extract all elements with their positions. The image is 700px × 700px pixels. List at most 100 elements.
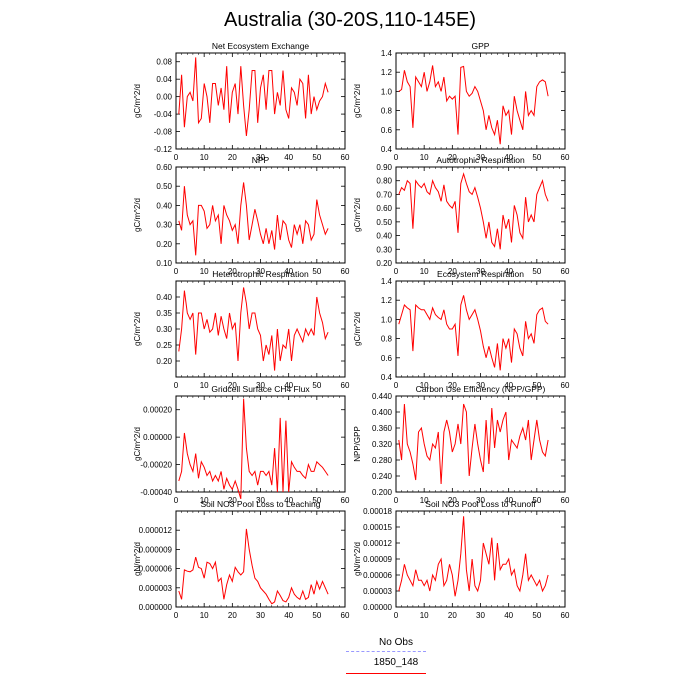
panel-title: Carbon Use Efficiency (NPP/GPP) <box>416 384 546 394</box>
plot-frame <box>395 395 566 493</box>
x-tick-label: 10 <box>420 153 429 162</box>
series-line-1850-148 <box>398 403 549 485</box>
panel-autotrophic-respiration: Autotrophic Respiration 0 10 20 30 40 50 60 0.20… <box>353 155 570 276</box>
y-tick-label: 0.00009 <box>363 555 392 564</box>
x-tick-label: 30 <box>476 496 485 505</box>
x-tick-label: 0 <box>174 611 179 620</box>
panel-net-ecosystem-exchange: Net Ecosystem Exchange 0 10 20 30 40 50 60 -0.12… <box>133 41 350 162</box>
x-tick-label: 20 <box>228 496 237 505</box>
y-tick-label: 0.25 <box>156 341 172 350</box>
x-tick-label: 20 <box>228 611 237 620</box>
y-tick-label: 0.000003 <box>139 584 173 593</box>
y-tick-label: -0.00040 <box>140 488 172 497</box>
y-tick-label: -0.12 <box>154 145 173 154</box>
x-tick-label: 50 <box>532 267 541 276</box>
x-tick-label: 20 <box>448 496 457 505</box>
x-tick-label: 60 <box>561 267 570 276</box>
y-tick-label: 0.360 <box>372 424 393 433</box>
x-tick-label: 40 <box>504 611 513 620</box>
panel-title: Net Ecosystem Exchange <box>212 41 310 51</box>
x-tick-label: 50 <box>532 381 541 390</box>
y-axis-label: gC/m^2/d <box>133 312 142 346</box>
series-line-1850-148 <box>398 172 549 250</box>
x-tick-label: 0 <box>394 153 399 162</box>
y-tick-label: -0.08 <box>154 128 173 137</box>
y-tick-label: 0.08 <box>156 58 172 67</box>
x-tick-label: 60 <box>561 381 570 390</box>
y-tick-label: 0.50 <box>156 182 172 191</box>
y-tick-label: 0.240 <box>372 472 393 481</box>
y-axis-label: gC/m^2/d <box>133 427 142 461</box>
panel-title: Heterotrophic Respiration <box>212 269 309 279</box>
panel-title: NPP <box>252 155 270 165</box>
x-tick-label: 30 <box>256 267 265 276</box>
panel-title: Soil NO3 Pool Loss to Leaching <box>200 499 320 509</box>
series-line-1850-148 <box>398 65 549 145</box>
x-tick-label: 30 <box>476 267 485 276</box>
x-tick-label: 60 <box>561 611 570 620</box>
y-tick-label: 0.00003 <box>363 587 392 596</box>
x-tick-label: 0 <box>394 381 399 390</box>
x-tick-label: 20 <box>228 381 237 390</box>
plot-frame <box>175 510 346 608</box>
y-axis-label: gN/m^2/d <box>353 542 362 576</box>
y-tick-label: 0.000009 <box>139 545 173 554</box>
series-line-1850-148 <box>398 516 549 597</box>
y-tick-label: 0.60 <box>156 163 172 172</box>
series-line-1850-148 <box>178 528 329 605</box>
y-tick-label: 0.30 <box>376 245 392 254</box>
x-tick-label: 30 <box>256 153 265 162</box>
y-tick-label: 0.440 <box>372 392 393 401</box>
x-tick-label: 40 <box>504 381 513 390</box>
y-axis-label: gC/m^2/d <box>133 198 142 232</box>
x-tick-label: 60 <box>341 611 350 620</box>
y-tick-label: 0.00000 <box>363 603 392 612</box>
panel-soil-no3-pool-loss-to-leaching: Soil NO3 Pool Loss to Leaching 0 10 20 30 40 5… <box>133 499 350 620</box>
panel-title: Autotrophic Respiration <box>436 155 525 165</box>
x-tick-label: 60 <box>561 496 570 505</box>
y-tick-label: 0.4 <box>381 145 393 154</box>
y-tick-label: 0.20 <box>156 357 172 366</box>
y-tick-label: 0.30 <box>156 325 172 334</box>
x-tick-label: 10 <box>200 153 209 162</box>
y-tick-label: 0.30 <box>156 221 172 230</box>
x-tick-label: 40 <box>504 153 513 162</box>
y-tick-label: 1.0 <box>381 87 393 96</box>
x-tick-label: 40 <box>284 267 293 276</box>
y-tick-label: 0.200 <box>372 488 393 497</box>
y-tick-label: 0.90 <box>376 163 392 172</box>
y-axis-label: NPP/GPP <box>353 426 362 462</box>
x-tick-label: 50 <box>532 611 541 620</box>
y-tick-label: 0.35 <box>156 309 172 318</box>
legend-label-1850-148: 1850_148 <box>373 657 419 668</box>
x-tick-label: 20 <box>228 267 237 276</box>
y-tick-label: 0.40 <box>156 201 172 210</box>
y-tick-label: -0.00020 <box>140 461 172 470</box>
x-tick-label: 60 <box>341 267 350 276</box>
panel-title: GPP <box>472 41 490 51</box>
y-tick-label: 0.00006 <box>363 571 392 580</box>
y-tick-label: 0.00 <box>156 93 172 102</box>
y-tick-label: 0.320 <box>372 440 393 449</box>
x-tick-label: 20 <box>228 153 237 162</box>
y-tick-label: 0.400 <box>372 408 393 417</box>
y-tick-label: 0.40 <box>376 232 392 241</box>
x-tick-label: 50 <box>312 381 321 390</box>
x-tick-label: 30 <box>476 381 485 390</box>
plot-frame <box>175 395 346 493</box>
x-tick-label: 50 <box>312 611 321 620</box>
y-tick-label: 0.000006 <box>139 565 173 574</box>
x-tick-label: 0 <box>174 267 179 276</box>
y-tick-label: -0.04 <box>154 110 173 119</box>
x-tick-label: 0 <box>174 496 179 505</box>
x-tick-label: 40 <box>504 496 513 505</box>
x-tick-label: 10 <box>420 267 429 276</box>
y-tick-label: 1.4 <box>381 49 393 58</box>
panel-ecosystem-respiration: Ecosystem Respiration 0 10 20 30 40 50 60 0.4 0.6… <box>353 269 570 390</box>
x-tick-label: 40 <box>284 496 293 505</box>
y-tick-label: 0.40 <box>156 293 172 302</box>
y-axis-label: gC/m^2/d <box>353 198 362 232</box>
y-tick-label: 1.2 <box>381 296 393 305</box>
x-tick-label: 30 <box>256 381 265 390</box>
